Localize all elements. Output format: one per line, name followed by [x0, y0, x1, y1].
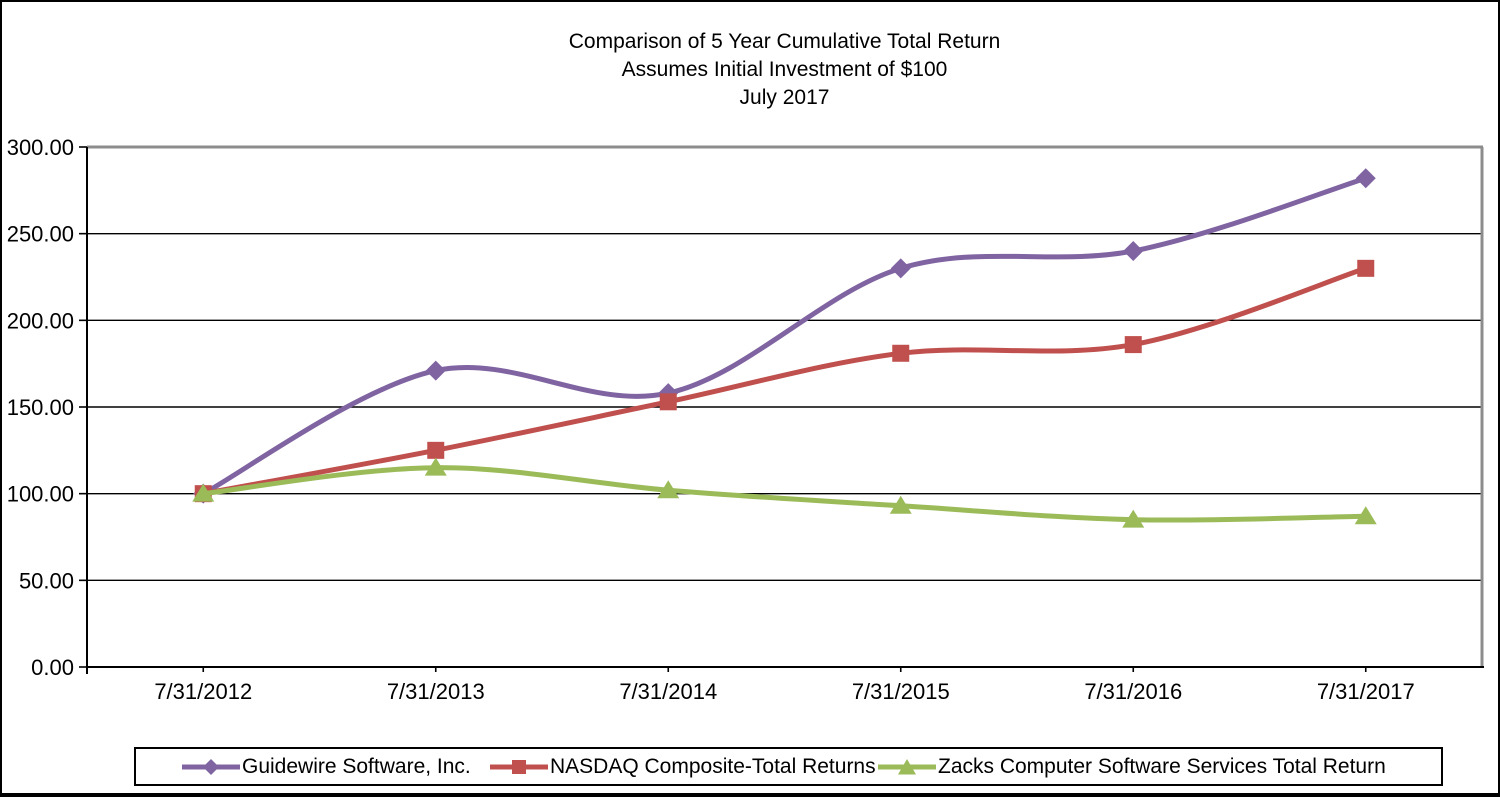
series-1-square-marker — [659, 393, 677, 411]
series-1-square-marker — [892, 344, 910, 362]
y-axis-label: 150.00 — [7, 395, 74, 420]
series-line-1 — [200, 265, 1369, 497]
series-0-diamond-marker — [1123, 241, 1144, 261]
series-1-square-marker — [1357, 259, 1375, 277]
y-axis-label: 0.00 — [31, 655, 74, 680]
series-2-triangle-marker — [889, 495, 912, 514]
series-0-diamond-marker — [425, 360, 446, 381]
series-2-triangle-marker — [657, 480, 680, 499]
series-1-square-marker — [427, 441, 445, 459]
x-axis-label: 7/31/2013 — [387, 679, 485, 704]
legend-item-nasdaq: NASDAQ Composite-Total Returns — [490, 749, 876, 784]
chart-title-line-1: Comparison of 5 Year Cumulative Total Re… — [568, 30, 1001, 53]
legend-item-zacks: Zacks Computer Software Services Total R… — [878, 749, 1386, 784]
series-2-triangle-marker — [192, 483, 215, 502]
y-axis-label: 100.00 — [7, 482, 74, 507]
legend-label: NASDAQ Composite-Total Returns — [550, 754, 876, 778]
x-axis-label: 7/31/2017 — [1317, 679, 1415, 704]
series-0-diamond-marker — [1355, 168, 1376, 189]
legend-item-guidewire: Guidewire Software, Inc. — [182, 749, 471, 784]
legend-label: Guidewire Software, Inc. — [242, 754, 471, 778]
x-axis-label: 7/31/2016 — [1084, 679, 1182, 704]
series-1-square-marker — [1124, 336, 1142, 354]
series-line-2 — [200, 465, 1369, 523]
series-0-diamond-marker — [890, 258, 911, 279]
x-axis-label: 7/31/2012 — [154, 679, 252, 704]
legend-label: Zacks Computer Software Services Total R… — [938, 754, 1386, 778]
x-axis-label: 7/31/2014 — [619, 679, 717, 704]
series-2-triangle-marker — [424, 457, 447, 476]
chart-title-line-2: Assumes Initial Investment of $100 — [621, 58, 948, 81]
legend-marker-diamond-icon — [182, 758, 240, 775]
legend-marker-triangle-icon — [878, 758, 936, 774]
legend-marker-square-icon — [490, 759, 548, 774]
y-axis-label: 200.00 — [7, 308, 74, 333]
y-axis-label: 300.00 — [7, 135, 74, 160]
series-line-0 — [200, 175, 1369, 497]
y-axis-label: 250.00 — [7, 222, 74, 247]
x-axis-label: 7/31/2015 — [852, 679, 950, 704]
series-2-triangle-marker — [1354, 506, 1377, 525]
chart-title: Comparison of 5 Year Cumulative Total Re… — [87, 28, 1482, 112]
chart-title-line-3: July 2017 — [739, 86, 830, 109]
series-2-triangle-marker — [1122, 509, 1145, 528]
y-axis-label: 50.00 — [19, 568, 74, 593]
legend: Guidewire Software, Inc. NASDAQ Composit… — [134, 747, 1443, 786]
